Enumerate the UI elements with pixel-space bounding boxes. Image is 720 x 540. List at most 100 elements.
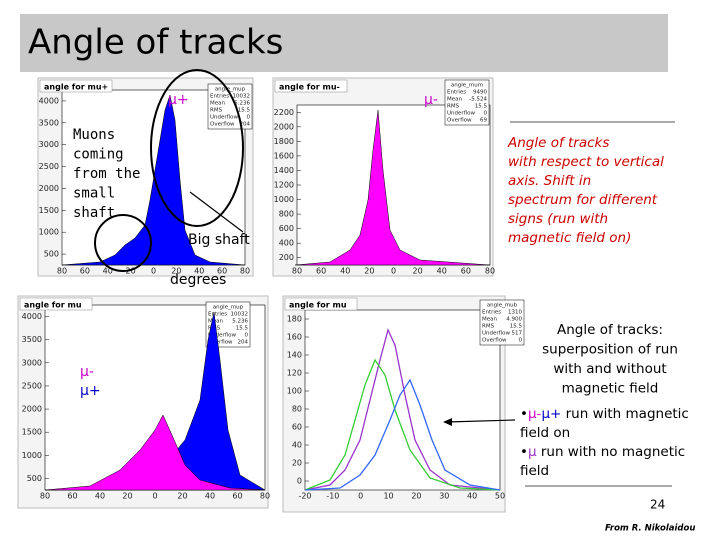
y-tick-label: 2000 [22, 405, 42, 414]
note-line: Angle of tracks [507, 135, 609, 151]
arrow [446, 419, 516, 423]
stats-key: Underflow [447, 111, 475, 117]
note: Angle of tracks: superposition of run with… [542, 322, 678, 397]
small-shaft-label: Muons coming from the small shaft [73, 127, 140, 221]
stats-key: Underflow [210, 115, 238, 121]
stats-key: Entries [482, 310, 501, 316]
x-tick-label: 60 [232, 492, 242, 501]
stats-key: Mean [210, 101, 225, 107]
x-tick-label: 80 [40, 492, 50, 501]
y-tick-label: 2200 [274, 108, 294, 117]
x-tick-label: 40 [103, 267, 113, 276]
y-tick-label: 800 [279, 210, 294, 219]
stats-value: 10032 [231, 312, 249, 318]
x-tick-label: 20 [411, 492, 421, 501]
stats-value: 69 [480, 118, 487, 124]
stats-key: Entries [208, 312, 227, 318]
y-tick-label: 80 [292, 405, 302, 414]
histogram-line [304, 378, 501, 491]
stats-value: 5.236 [234, 101, 250, 107]
x-tick-label: 80 [260, 492, 270, 501]
note-line: from the [73, 166, 140, 182]
mu-plus: μ+ [541, 406, 561, 422]
stats-value: 4.900 [506, 317, 522, 323]
stats-key: RMS [482, 324, 495, 330]
x-tick-label: -10 [326, 492, 339, 501]
x-tick-label: 0 [358, 492, 363, 501]
slide-title: Angle of tracks [28, 23, 283, 63]
note-line: spectrum for different [508, 192, 658, 208]
histogram [294, 109, 491, 266]
stats-value: 15.5 [236, 326, 249, 332]
x-tick-label: 80 [485, 267, 495, 276]
stats-title: angle_mum [451, 83, 483, 89]
y-tick-label: 40 [292, 441, 302, 450]
plot-area [304, 309, 501, 491]
stats-value: 5.236 [232, 319, 248, 325]
stats-box [479, 299, 525, 346]
stats-value: 517 [512, 331, 523, 337]
stats-key: RMS [210, 108, 223, 114]
note-line: magnetic field [562, 381, 659, 397]
x-tick-label: 40 [95, 492, 105, 501]
x-tick-label: 80 [240, 267, 250, 276]
note-line: Angle of tracks: [557, 322, 663, 338]
mu: μ [528, 444, 537, 460]
x-tick-label: 40 [205, 492, 215, 501]
y-tick-label: 500 [27, 474, 42, 483]
x-tick-label: 0 [391, 267, 396, 276]
credit: From R. Nikolaidou [605, 524, 695, 534]
stats-title: angle_mub [487, 303, 518, 309]
y-tick-label: 1000 [39, 228, 59, 237]
x-tick-label: 30 [439, 492, 449, 501]
page-number: 24 [650, 498, 665, 512]
x-tick-label: 40 [437, 267, 447, 276]
title-box [274, 79, 348, 93]
panel-title: angle for mu+ [44, 83, 108, 92]
y-tick-label: 600 [279, 224, 294, 233]
x-tick-label: 20 [171, 267, 181, 276]
stats-value: -5.524 [469, 97, 487, 103]
bullet: field [520, 463, 549, 479]
y-tick-label: 140 [287, 351, 302, 360]
y-tick-label: 4000 [22, 312, 42, 321]
y-tick-label: 3000 [22, 358, 42, 367]
note: Angle of tracks with respect to vertical a… [507, 135, 664, 246]
x-tick-label: 80 [57, 267, 67, 276]
arrow [189, 191, 244, 233]
circle [94, 214, 152, 272]
x-tick-label: 60 [67, 492, 77, 501]
y-tick-label: 180 [287, 315, 302, 324]
stats-key: Overflow [447, 118, 472, 124]
x-tick-label: 40 [194, 267, 204, 276]
y-tick-label: 160 [287, 333, 302, 342]
x-tick-label: 60 [217, 267, 227, 276]
y-tick-label: 500 [44, 250, 59, 259]
stats-key: Overflow [210, 122, 235, 128]
y-tick-label: 3000 [39, 140, 59, 149]
y-tick-label: 1200 [274, 181, 294, 190]
stats-key: Entries [210, 94, 229, 100]
x-tick-label: 0 [151, 267, 156, 276]
arrow-head [443, 418, 452, 426]
x-tick-label: 10 [383, 492, 393, 501]
stats-value: 9490 [473, 90, 487, 96]
stats-value: 0 [245, 333, 249, 339]
x-tick-label: -20 [298, 492, 311, 501]
bullet: •μ run with no magnetic [520, 444, 685, 460]
bullet: field on [520, 425, 570, 441]
label: μ+ [80, 383, 101, 399]
stats-value: 0 [484, 111, 488, 117]
note-line: Muons [73, 127, 115, 143]
histogram-line [304, 328, 501, 491]
histogram-line [304, 358, 501, 491]
stats-value: 0 [247, 115, 251, 121]
x-tick-label: 60 [461, 267, 471, 276]
y-tick-label: 1400 [274, 166, 294, 175]
stats-title: angle_mup [213, 305, 244, 311]
stats-value: 10032 [233, 94, 251, 100]
stats-value: 15.5 [238, 108, 251, 114]
y-tick-label: 4000 [39, 96, 59, 105]
label: Big shaft [188, 232, 250, 248]
